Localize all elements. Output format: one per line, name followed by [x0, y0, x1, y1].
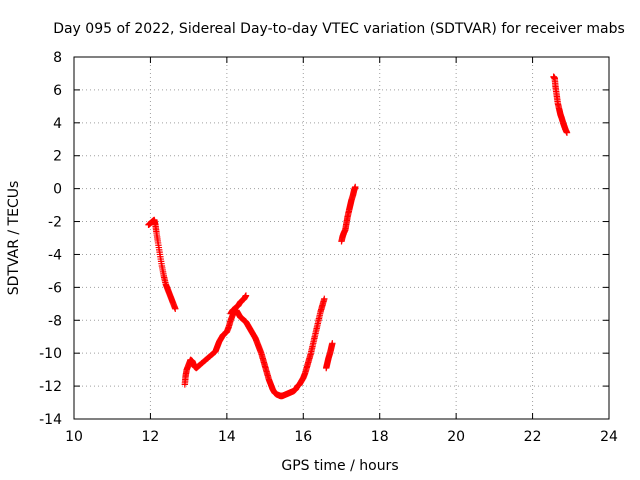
x-tick-label: 18 — [371, 429, 389, 445]
y-tick-label: 4 — [53, 116, 62, 132]
x-tick-label: 20 — [447, 429, 465, 445]
y-tick-label: -12 — [39, 379, 62, 395]
y-tick-label: 6 — [53, 83, 62, 99]
data-point — [321, 295, 328, 303]
y-axis-label: SDTVAR / TECUs — [6, 181, 22, 296]
x-tick-label: 12 — [142, 429, 160, 445]
y-tick-label: 2 — [53, 149, 62, 165]
y-tick-label: 0 — [53, 182, 62, 198]
x-tick-label: 16 — [294, 429, 312, 445]
plot-frame — [73, 56, 610, 420]
x-tick-label: 10 — [65, 429, 83, 445]
y-tick-label: -4 — [48, 247, 62, 263]
y-tick-label: -8 — [48, 313, 62, 329]
x-axis-label: GPS time / hours — [281, 458, 398, 474]
data-point — [329, 340, 336, 347]
data-point — [563, 129, 571, 136]
data-point — [172, 305, 179, 312]
chart-title: Day 095 of 2022, Sidereal Day-to-day VTE… — [53, 21, 625, 37]
y-tick-label: -10 — [39, 346, 62, 362]
x-tick-label: 14 — [218, 429, 236, 445]
y-tick-label: 8 — [53, 50, 62, 66]
data-point — [352, 183, 359, 191]
y-tick-label: -2 — [48, 215, 62, 231]
x-tick-label: 22 — [524, 429, 542, 445]
data-point — [242, 292, 250, 299]
grid-lines — [74, 57, 609, 419]
y-tick-label: -6 — [48, 280, 62, 296]
data-points — [145, 73, 571, 400]
x-tick-label: 24 — [600, 429, 618, 445]
y-tick-label: -14 — [39, 412, 62, 428]
